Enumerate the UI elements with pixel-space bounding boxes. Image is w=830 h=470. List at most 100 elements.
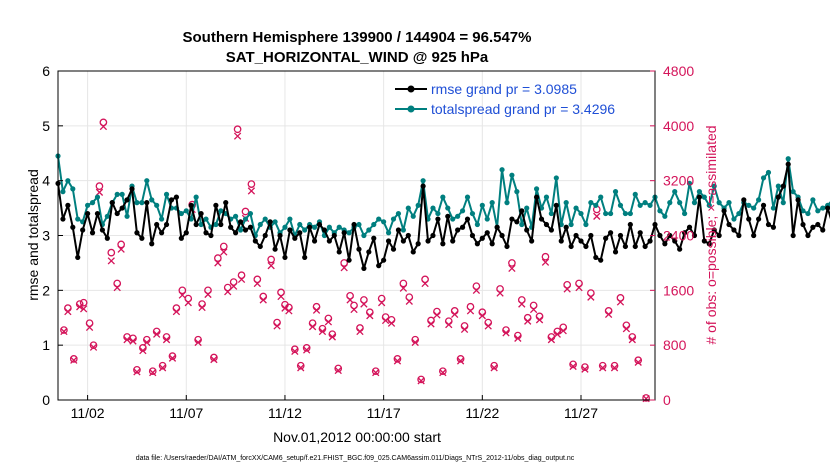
totalspread-point — [637, 202, 643, 208]
totalspread-point — [499, 167, 505, 173]
rmse-point — [815, 221, 821, 228]
rmse-point — [514, 219, 520, 225]
rmse-point — [321, 227, 328, 233]
rmse-point — [366, 249, 372, 255]
obs-possible-marker — [219, 242, 228, 251]
totalspread-point — [361, 232, 367, 239]
rmse-point — [247, 224, 254, 230]
totalspread-point — [568, 221, 574, 228]
obs-possible-marker — [365, 308, 374, 317]
rmse-point — [706, 241, 712, 247]
obs-assimilated-marker — [162, 336, 171, 344]
chart-subtitle: SAT_HORIZONTAL_WIND @ 925 hPa — [226, 49, 489, 66]
obs-assimilated-marker — [340, 264, 348, 272]
obs-possible-marker — [371, 367, 380, 376]
rmse-point — [282, 254, 288, 261]
totalspread-point — [381, 219, 387, 225]
rmse-point — [198, 210, 204, 217]
rmse-point — [642, 243, 648, 250]
rmse-point — [731, 227, 737, 233]
obs-possible-marker — [290, 345, 299, 354]
y-right-tick-label: 0 — [663, 392, 671, 408]
obs-assimilated-marker — [604, 310, 613, 318]
obs-assimilated-marker — [553, 330, 561, 338]
totalspread-point — [163, 191, 170, 197]
y-left-tick-label: 1 — [42, 337, 50, 353]
totalspread-point — [543, 194, 550, 200]
obs-assimilated-marker — [194, 338, 202, 347]
obs-assimilated-marker — [334, 366, 342, 375]
totalspread-point — [810, 197, 816, 203]
totalspread-point — [149, 197, 155, 203]
totalspread-point — [711, 183, 717, 189]
obs-assimilated-marker — [466, 307, 475, 315]
rmse-point — [825, 205, 830, 211]
footer-data-file: data file: /Users/raeder/DAI/ATM_forcXX/… — [136, 455, 575, 462]
totalspread-point — [144, 178, 150, 184]
totalspread-point — [603, 210, 609, 217]
rmse-point — [538, 216, 545, 222]
totalspread-point — [775, 183, 781, 189]
totalspread-point — [257, 221, 263, 228]
rmse-point — [800, 221, 806, 228]
totalspread-point — [805, 210, 811, 217]
rmse-point — [667, 232, 673, 239]
obs-assimilated-marker — [64, 307, 72, 316]
totalspread-point — [622, 210, 628, 217]
rmse-point — [237, 219, 244, 225]
rmse-point — [277, 232, 283, 239]
rmse-point — [193, 221, 199, 228]
obs-possible-marker — [308, 319, 317, 328]
obs-possible-marker — [444, 317, 453, 326]
x-axis-label: Nov.01,2012 00:00:00 start — [273, 429, 441, 445]
rmse-point — [139, 235, 145, 241]
rmse-point — [213, 202, 219, 208]
rmse-point — [672, 238, 678, 244]
obs-assimilated-marker — [204, 290, 212, 299]
rmse-point — [307, 224, 313, 230]
obs-assimilated-marker — [70, 356, 78, 364]
totalspread-point — [800, 208, 806, 214]
obs-assimilated-marker — [133, 368, 141, 376]
totalspread-point — [435, 210, 441, 217]
totalspread-point — [583, 221, 589, 228]
totalspread-point — [430, 205, 436, 211]
obs-possible-marker — [456, 355, 465, 363]
obs-assimilated-marker — [478, 312, 486, 320]
obs-assimilated-marker — [291, 347, 299, 355]
obs-possible-marker — [267, 255, 275, 264]
rmse-point — [504, 243, 510, 250]
rmse-point — [474, 241, 480, 247]
rmse-point — [612, 249, 619, 255]
obs-assimilated-marker — [524, 317, 532, 325]
obs-possible-marker — [312, 302, 321, 311]
totalspread-point — [504, 200, 510, 206]
totalspread-point — [691, 200, 698, 206]
totalspread-point — [85, 202, 91, 208]
rmse-point — [302, 254, 308, 261]
obs-count-markers — [60, 118, 650, 403]
rmse-point — [736, 232, 742, 239]
y-left-tick-label: 3 — [42, 228, 50, 244]
rmse-point — [60, 216, 66, 222]
rmse-point — [385, 238, 392, 244]
obs-assimilated-marker — [184, 299, 192, 307]
obs-assimilated-marker — [575, 283, 583, 292]
totalspread-point — [642, 200, 648, 206]
obs-possible-marker — [64, 304, 72, 313]
obs-assimilated-marker — [95, 188, 104, 196]
totalspread-point — [242, 216, 249, 222]
rmse-point — [509, 216, 515, 222]
obs-assimilated-marker — [372, 368, 380, 377]
obs-assimilated-marker — [381, 316, 390, 325]
rmse-point — [223, 200, 229, 206]
totalspread-point — [657, 208, 663, 214]
rmse-point — [104, 235, 110, 241]
rmse-point — [622, 243, 628, 250]
totalspread-point — [60, 189, 66, 195]
totalspread-point — [390, 216, 397, 222]
rmse-point — [533, 194, 540, 200]
rmse-point — [770, 224, 777, 230]
y-left-tick-label: 5 — [42, 118, 50, 134]
obs-assimilated-marker — [378, 299, 386, 307]
